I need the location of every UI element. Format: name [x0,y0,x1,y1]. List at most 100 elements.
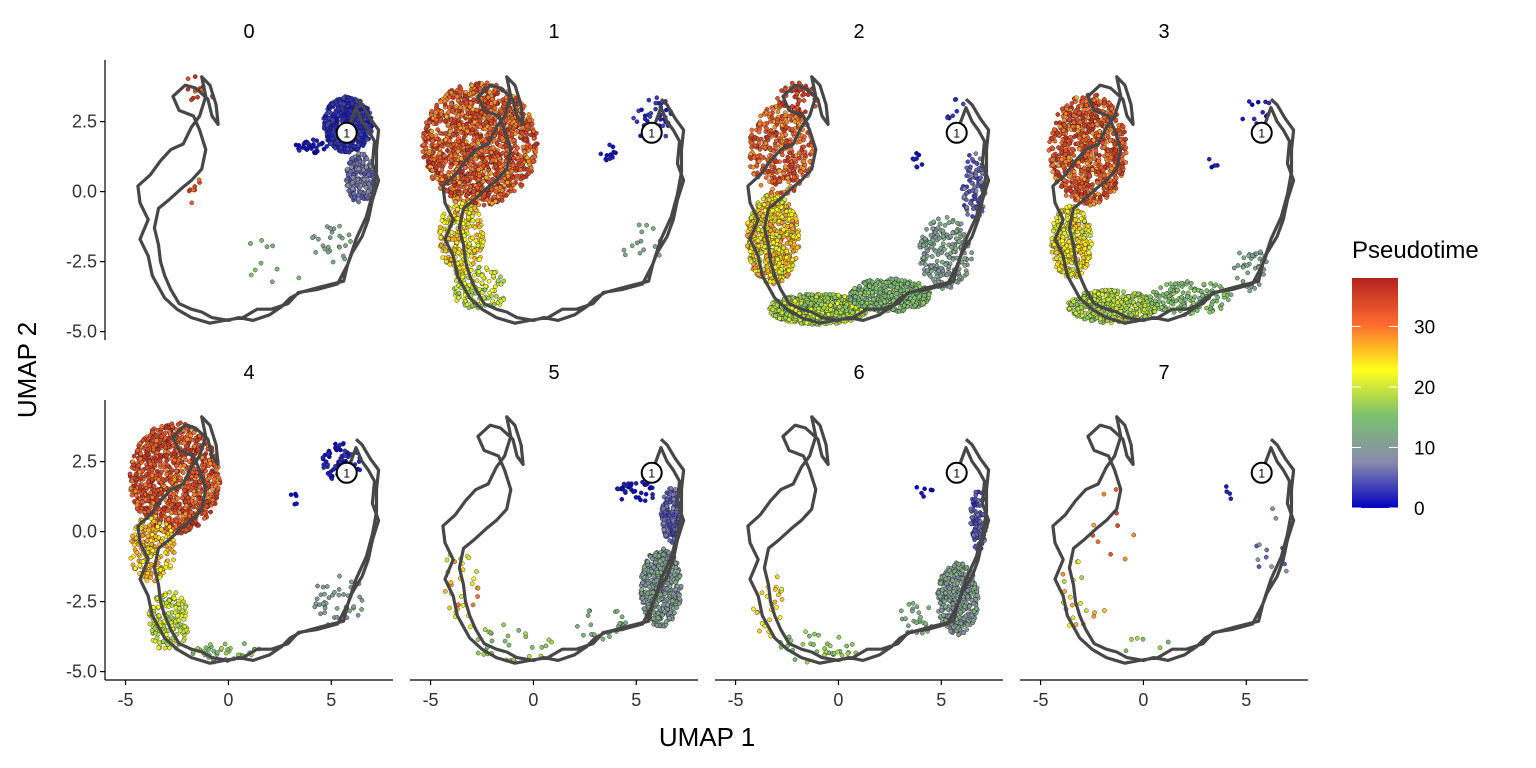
y-tick-label: -5.0 [66,322,97,342]
facet-panel-1: 11 [420,21,686,325]
cell-point [444,114,449,120]
cell-point [942,247,947,252]
cell-point [354,160,360,166]
cell-point [453,104,459,109]
cell-point [474,83,480,88]
cell-point [515,145,520,151]
cell-point [429,133,435,139]
cell-point [493,293,499,299]
cell-point [487,125,493,131]
cell-point [826,312,831,317]
cell-point [935,225,941,231]
cell-point [510,162,516,168]
cell-point [325,249,331,255]
cell-point [890,276,895,282]
cell-point [520,144,526,150]
cell-point [435,170,440,175]
cell-point [767,279,773,285]
cell-point [505,180,510,185]
cell-point [342,113,348,118]
cell-point [921,242,927,248]
cell-point [324,122,330,128]
cell-point [195,94,200,100]
cell-point [784,240,790,246]
cell-point [455,250,461,255]
cell-point [498,281,504,287]
cell-point [460,201,465,206]
cell-point [934,263,940,269]
cell-point [871,296,876,302]
cell-point [783,260,789,266]
cell-point [473,156,479,162]
cell-point [934,273,940,279]
cell-point [451,119,457,124]
cell-point [498,128,504,134]
cell-point [449,101,454,107]
cell-point [434,102,440,108]
cell-point [477,173,482,179]
cell-point [492,284,498,290]
cell-point [436,114,441,119]
cell-point [779,278,785,284]
cell-point [786,267,792,273]
cell-point [346,232,352,238]
cell-point [445,122,451,128]
cell-point [923,262,928,267]
cell-point [360,160,366,165]
cell-point [651,226,656,231]
cell-point [324,111,330,116]
cell-point [493,164,499,169]
cell-point [305,141,311,147]
cell-point [646,97,652,103]
cell-point [429,129,435,134]
cell-point [850,310,856,316]
cell-point [466,214,471,220]
cell-point [433,109,439,115]
cell-point [460,274,465,280]
cell-point [862,281,868,287]
facet-label: 1 [548,21,559,43]
cell-point [248,272,254,278]
cell-point [464,121,469,127]
cell-point [964,271,970,277]
cell-point [472,225,478,230]
cell-point [490,157,496,163]
cell-point [433,133,439,138]
cell-point [452,182,457,188]
cell-point [462,151,468,156]
cell-point [816,306,822,311]
cell-point [443,158,449,164]
cell-point [511,126,517,131]
cell-point [453,126,459,132]
cell-point [784,255,790,260]
cell-point [427,148,432,154]
cell-point [449,229,455,235]
cell-point [936,216,941,222]
cell-point [912,295,918,301]
cell-point [492,172,498,177]
cell-point [484,265,489,271]
cell-point [310,143,316,148]
cell-point [474,278,480,284]
cell-point [522,149,527,155]
cell-point [437,155,443,160]
cell-point [957,238,962,244]
cell-point [489,201,495,206]
cell-point [917,242,923,247]
cell-point [477,224,482,230]
cell-point [958,221,964,227]
cell-point [252,267,258,273]
cell-point [759,250,764,255]
cell-point [790,234,796,239]
cell-point [874,285,879,291]
cell-point [434,145,440,151]
cell-point [450,108,455,113]
cell-point [763,253,769,259]
cell-point [521,175,526,180]
cell-point [481,169,487,174]
cell-point [745,233,750,238]
cell-point [499,108,504,114]
cell-point [189,200,194,206]
cell-point [848,297,853,302]
cell-point [472,248,477,254]
